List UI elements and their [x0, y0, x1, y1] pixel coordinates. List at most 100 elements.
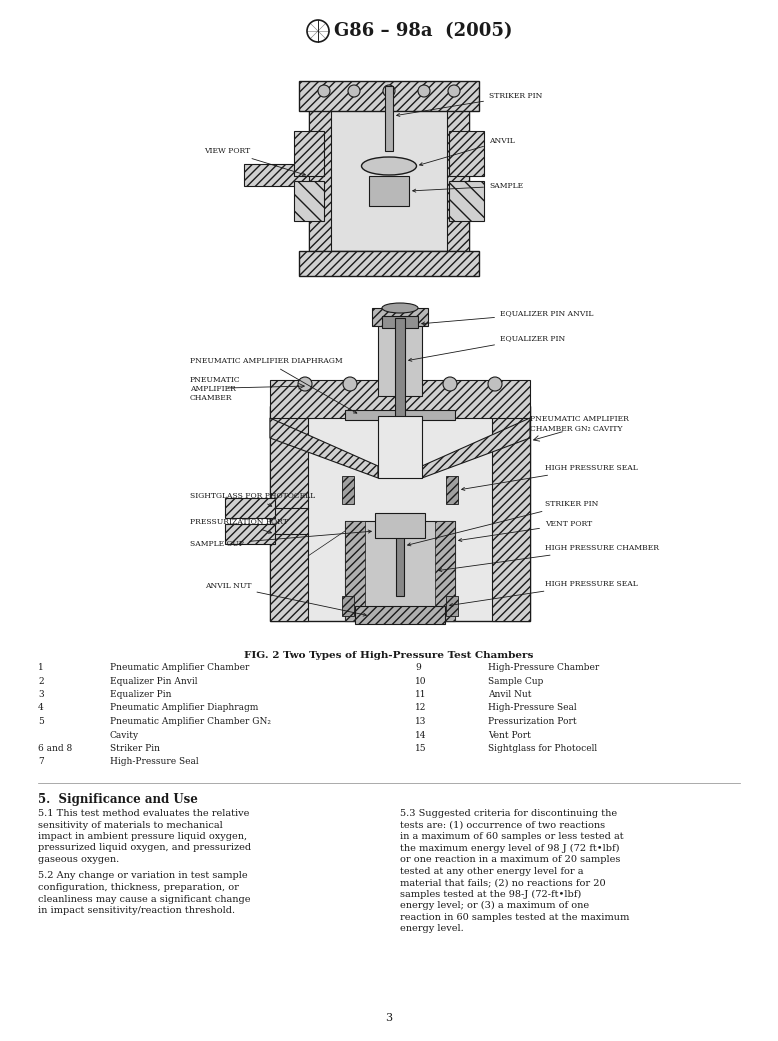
Text: impact in ambient pressure liquid oxygen,: impact in ambient pressure liquid oxygen… — [38, 832, 247, 841]
Bar — [449, 181, 484, 221]
Bar — [299, 251, 479, 276]
Bar — [270, 380, 530, 418]
Text: Vent Port: Vent Port — [488, 731, 531, 739]
Text: ANVIL: ANVIL — [419, 137, 515, 166]
Ellipse shape — [382, 303, 418, 313]
Text: PNEUMATIC AMPLIFIER
CHAMBER GN₂ CAVITY: PNEUMATIC AMPLIFIER CHAMBER GN₂ CAVITY — [530, 415, 629, 433]
Text: 4: 4 — [38, 704, 44, 712]
Polygon shape — [270, 418, 378, 478]
Circle shape — [383, 85, 395, 97]
Text: SAMPLE CUP: SAMPLE CUP — [190, 530, 371, 548]
Text: Pneumatic Amplifier Diaphragm: Pneumatic Amplifier Diaphragm — [110, 704, 258, 712]
Bar — [372, 308, 428, 326]
Text: HIGH PRESSURE SEAL: HIGH PRESSURE SEAL — [461, 464, 638, 490]
Text: HIGH PRESSURE SEAL: HIGH PRESSURE SEAL — [450, 580, 638, 607]
Circle shape — [343, 377, 357, 391]
Circle shape — [318, 85, 330, 97]
Text: Anvil Nut: Anvil Nut — [488, 690, 531, 699]
Text: Pneumatic Amplifier Chamber GN₂: Pneumatic Amplifier Chamber GN₂ — [110, 717, 271, 726]
Text: HIGH PRESSURE CHAMBER: HIGH PRESSURE CHAMBER — [439, 544, 659, 572]
Text: 3: 3 — [385, 1013, 393, 1023]
Bar — [447, 91, 469, 251]
Bar — [342, 596, 354, 616]
Text: Pressurization Port: Pressurization Port — [488, 717, 576, 726]
Text: the maximum energy level of 98 J (72 ft•lbf): the maximum energy level of 98 J (72 ft•… — [400, 843, 619, 853]
Text: tested at any other energy level for a: tested at any other energy level for a — [400, 866, 584, 875]
Text: in impact sensitivity/reaction threshold.: in impact sensitivity/reaction threshold… — [38, 906, 235, 915]
Text: 5.3 Suggested criteria for discontinuing the: 5.3 Suggested criteria for discontinuing… — [400, 809, 617, 818]
Bar — [449, 131, 484, 176]
Text: Sightglass for Photocell: Sightglass for Photocell — [488, 744, 598, 753]
Text: 5.  Significance and Use: 5. Significance and Use — [38, 793, 198, 806]
Polygon shape — [422, 418, 530, 478]
Text: SIGHTGLASS FOR PHOTOCELL: SIGHTGLASS FOR PHOTOCELL — [190, 492, 315, 506]
Text: 6 and 8: 6 and 8 — [38, 744, 72, 753]
Bar — [355, 606, 445, 624]
Text: Sample Cup: Sample Cup — [488, 677, 543, 686]
Text: tests are: (1) occurrence of two reactions: tests are: (1) occurrence of two reactio… — [400, 820, 605, 830]
Bar — [369, 176, 409, 206]
Bar — [270, 406, 530, 621]
Bar — [225, 524, 275, 544]
Text: 5.2 Any change or variation in test sample: 5.2 Any change or variation in test samp… — [38, 871, 247, 881]
Text: sensitivity of materials to mechanical: sensitivity of materials to mechanical — [38, 820, 223, 830]
Circle shape — [418, 85, 430, 97]
Bar — [299, 81, 479, 111]
Circle shape — [448, 85, 460, 97]
Circle shape — [488, 377, 502, 391]
Bar — [446, 476, 458, 504]
Circle shape — [393, 377, 407, 391]
Text: 2: 2 — [38, 677, 44, 686]
Text: 7: 7 — [38, 758, 44, 766]
Text: 3: 3 — [38, 690, 44, 699]
Bar — [375, 513, 425, 538]
Text: or one reaction in a maximum of 20 samples: or one reaction in a maximum of 20 sampl… — [400, 855, 620, 864]
Text: STRIKER PIN: STRIKER PIN — [397, 92, 542, 117]
Text: 12: 12 — [415, 704, 426, 712]
Bar — [294, 131, 324, 176]
Text: ANVIL NUT: ANVIL NUT — [205, 582, 366, 616]
Bar — [309, 91, 331, 251]
Text: VIEW PORT: VIEW PORT — [204, 147, 306, 176]
Bar — [396, 531, 404, 596]
Bar — [270, 406, 308, 621]
Text: gaseous oxygen.: gaseous oxygen. — [38, 855, 119, 864]
Text: 14: 14 — [415, 731, 426, 739]
Bar — [395, 318, 405, 418]
Text: 5: 5 — [38, 717, 44, 726]
Bar — [309, 91, 469, 251]
Text: Equalizer Pin: Equalizer Pin — [110, 690, 171, 699]
Text: 10: 10 — [415, 677, 426, 686]
Text: Pneumatic Amplifier Chamber: Pneumatic Amplifier Chamber — [110, 663, 250, 672]
Circle shape — [348, 85, 360, 97]
Text: VENT PORT: VENT PORT — [459, 520, 592, 541]
Text: High-Pressure Seal: High-Pressure Seal — [110, 758, 198, 766]
Text: samples tested at the 98-J (72-ft•lbf): samples tested at the 98-J (72-ft•lbf) — [400, 889, 581, 898]
Bar — [345, 410, 455, 420]
Bar — [342, 476, 354, 504]
Text: Striker Pin: Striker Pin — [110, 744, 160, 753]
Bar — [446, 596, 458, 616]
Text: PNEUMATIC AMPLIFIER DIAPHRAGM: PNEUMATIC AMPLIFIER DIAPHRAGM — [190, 357, 357, 413]
Ellipse shape — [362, 157, 416, 175]
Text: configuration, thickness, preparation, or: configuration, thickness, preparation, o… — [38, 883, 239, 892]
Text: PRESSURIZATION PORT: PRESSURIZATION PORT — [190, 518, 288, 533]
Text: 1: 1 — [38, 663, 44, 672]
Text: EQUALIZER PIN ANVIL: EQUALIZER PIN ANVIL — [422, 309, 594, 325]
Text: reaction in 60 samples tested at the maximum: reaction in 60 samples tested at the max… — [400, 913, 629, 921]
Bar — [382, 316, 418, 328]
Bar — [378, 321, 422, 396]
Text: High-Pressure Chamber: High-Pressure Chamber — [488, 663, 599, 672]
Text: SAMPLE: SAMPLE — [412, 182, 523, 193]
Bar — [385, 86, 393, 151]
Circle shape — [298, 377, 312, 391]
Text: in a maximum of 60 samples or less tested at: in a maximum of 60 samples or less teste… — [400, 832, 624, 841]
Bar — [435, 520, 455, 621]
Text: STRIKER PIN: STRIKER PIN — [408, 500, 598, 545]
Text: 11: 11 — [415, 690, 426, 699]
Text: energy level; or (3) a maximum of one: energy level; or (3) a maximum of one — [400, 902, 589, 910]
Text: 9: 9 — [415, 663, 421, 672]
Bar — [244, 164, 309, 186]
Bar — [345, 520, 365, 621]
Text: G86 – 98a  (2005): G86 – 98a (2005) — [334, 22, 513, 40]
